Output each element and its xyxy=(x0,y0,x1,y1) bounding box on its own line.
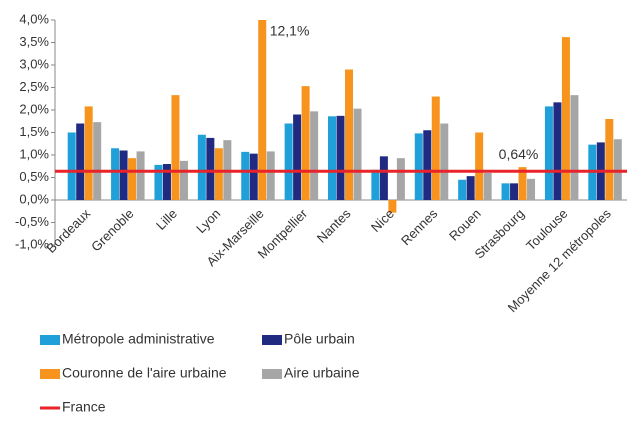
bar xyxy=(293,114,302,200)
bar xyxy=(613,139,622,200)
x-tick-label: Bordeaux xyxy=(43,206,93,256)
bar xyxy=(214,148,223,200)
bar xyxy=(605,119,614,200)
bar xyxy=(162,164,171,200)
bar xyxy=(553,102,562,200)
y-tick-label: 1,0% xyxy=(19,146,49,161)
bar xyxy=(561,37,570,200)
bar xyxy=(527,178,536,200)
bar xyxy=(431,96,440,200)
bar xyxy=(119,150,128,200)
bar xyxy=(266,151,275,200)
y-tick-label: 2,5% xyxy=(19,79,49,94)
bar xyxy=(284,123,293,200)
y-tick-label: 1,5% xyxy=(19,124,49,139)
bar xyxy=(93,122,102,200)
bar xyxy=(128,158,137,200)
bar xyxy=(396,158,405,200)
y-tick-label: -1,0% xyxy=(15,236,49,251)
bar xyxy=(84,106,93,200)
x-tick-label: Lyon xyxy=(193,206,223,236)
bar xyxy=(111,148,120,200)
bar xyxy=(483,173,492,200)
bar xyxy=(570,95,579,200)
y-tick-label: 3,0% xyxy=(19,56,49,71)
y-tick-label: -0,5% xyxy=(15,214,49,229)
bar xyxy=(353,108,362,200)
legend-label: Métropole administrative xyxy=(62,331,215,347)
legend-swatch xyxy=(40,335,60,345)
x-tick-label: Lille xyxy=(153,206,180,233)
bar xyxy=(466,176,475,200)
bar xyxy=(371,169,380,200)
reference-label: 0,64% xyxy=(499,146,539,162)
y-tick-label: 3,5% xyxy=(19,34,49,49)
x-tick-label: Rouen xyxy=(446,206,484,244)
y-tick-label: 4,0% xyxy=(19,11,49,26)
bar xyxy=(136,151,145,200)
bar xyxy=(171,95,180,200)
bar xyxy=(345,69,353,200)
y-tick-label: 2,0% xyxy=(19,101,49,116)
bar xyxy=(475,132,484,200)
bar xyxy=(423,130,432,200)
bar xyxy=(328,116,336,200)
bar xyxy=(544,106,553,200)
data-label: 12,1% xyxy=(270,23,310,39)
bar xyxy=(414,133,423,200)
bar xyxy=(258,20,267,200)
bar xyxy=(76,123,85,200)
x-tick-label: Nantes xyxy=(314,206,354,246)
bar xyxy=(197,134,206,200)
bar xyxy=(510,183,519,200)
bar xyxy=(310,111,319,200)
bar xyxy=(179,160,188,200)
bar xyxy=(67,132,76,200)
legend-swatch xyxy=(262,369,282,379)
legend-swatch xyxy=(40,369,60,379)
y-tick-label: 0,0% xyxy=(19,191,49,206)
y-tick-label: 0,5% xyxy=(19,169,49,184)
bar xyxy=(336,115,345,200)
legend-swatch xyxy=(262,335,282,345)
bar xyxy=(154,164,163,200)
bar xyxy=(388,200,397,213)
legend-label: Pôle urbain xyxy=(284,331,355,347)
bar xyxy=(241,151,250,200)
bar xyxy=(379,156,388,200)
legend-label: Couronne de l'aire urbaine xyxy=(62,365,227,381)
plot-area xyxy=(67,20,622,213)
x-tick-label: Rennes xyxy=(398,206,441,249)
bar xyxy=(206,137,215,200)
bar xyxy=(249,153,258,200)
bar xyxy=(518,167,527,200)
legend-label: France xyxy=(62,399,106,415)
bar xyxy=(301,86,310,200)
bar xyxy=(440,123,449,200)
x-tick-label: Grenoble xyxy=(88,206,136,254)
bar xyxy=(501,183,510,200)
bar xyxy=(458,179,467,200)
legend-label: Aire urbaine xyxy=(284,365,360,381)
